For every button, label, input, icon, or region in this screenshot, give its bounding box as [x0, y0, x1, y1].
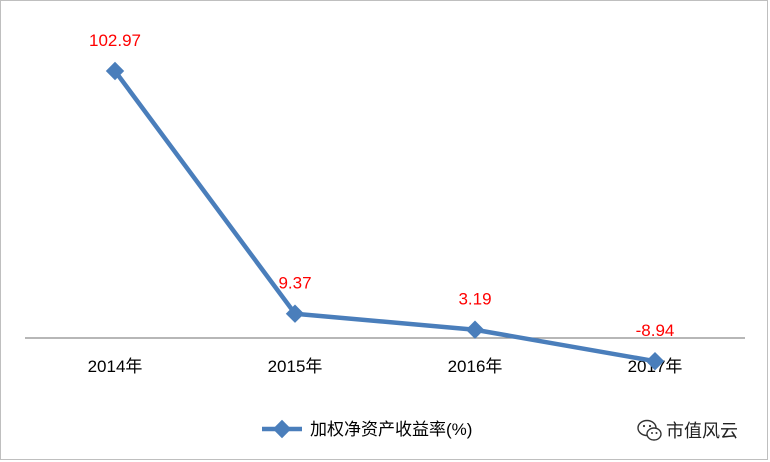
- x-tick-label: 2014年: [88, 357, 143, 376]
- series-line: [112, 68, 658, 364]
- wechat-icon: [637, 419, 662, 441]
- watermark: 市值风云: [637, 419, 738, 441]
- data-label: -8.94: [636, 321, 675, 340]
- data-point-marker: [285, 304, 305, 323]
- data-point-marker: [105, 61, 125, 81]
- x-tick-label: 2016年: [448, 357, 503, 376]
- x-tick-label: 2015年: [268, 357, 323, 376]
- data-point-marker: [465, 320, 485, 339]
- data-point-marker: [645, 351, 665, 371]
- data-label: 9.37: [278, 274, 311, 293]
- data-label: 102.97: [89, 31, 141, 50]
- legend-marker-swatch: [272, 419, 292, 439]
- data-label: 3.19: [458, 290, 491, 309]
- legend-label: 加权净资产收益率(%): [310, 420, 472, 439]
- legend: 加权净资产收益率(%): [262, 419, 472, 439]
- watermark-text: 市值风云: [666, 421, 738, 441]
